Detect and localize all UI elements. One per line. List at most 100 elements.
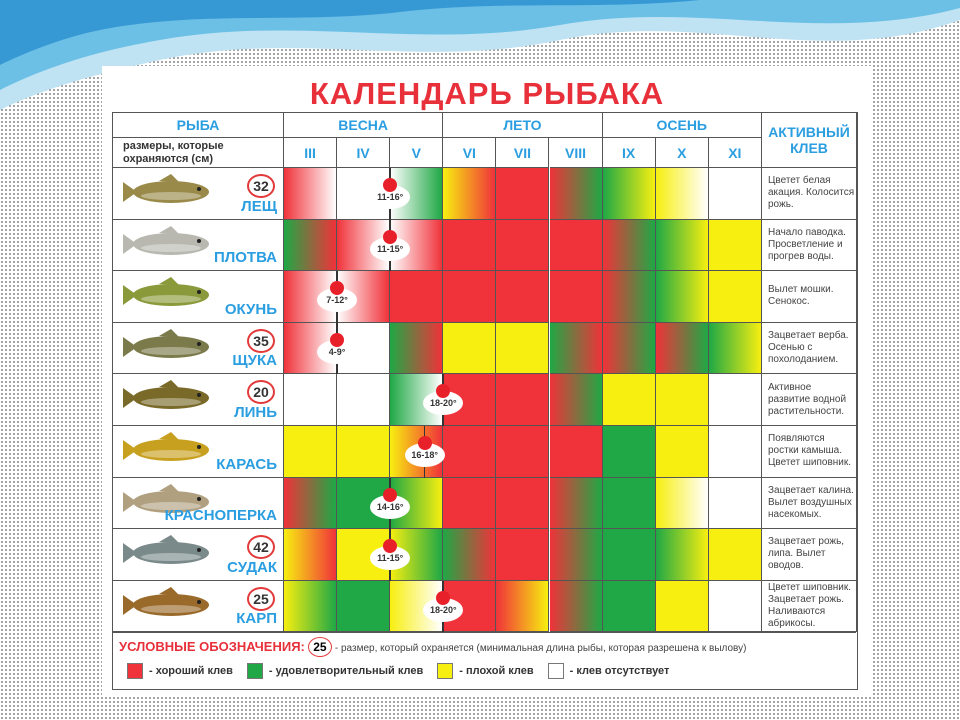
- bite-cell-X: [655, 529, 709, 581]
- active-bite-note: Начало паводка. Просветление и прогрев в…: [762, 219, 857, 272]
- bite-cell-VIII: [549, 168, 603, 220]
- size-badge: 25: [247, 586, 275, 611]
- bite-cell-VI: [443, 477, 497, 530]
- bite-cell-X: [655, 477, 709, 530]
- bite-cell-VI: [443, 322, 497, 375]
- bite-cell-XI: [708, 271, 762, 323]
- bite-cell-VII: [496, 271, 550, 323]
- bite-cell-III: [284, 168, 338, 220]
- fish-cell: КРАСНОПЕРКА: [113, 477, 284, 530]
- legend-swatch-g: [246, 663, 263, 679]
- spawn-dot: [383, 229, 398, 244]
- month-header: VIII: [549, 138, 603, 168]
- active-bite-note: Цветет белая акация. Колосится рожь.: [762, 168, 857, 220]
- spawn-dot: [417, 436, 432, 450]
- fishing-calendar-table: РЫБА размеры, которые охраняются (см) АК…: [112, 112, 858, 690]
- bite-cell-V: [390, 271, 444, 323]
- bite-cell-III: [284, 580, 338, 633]
- fish-name: ЩУКА: [232, 352, 277, 370]
- bite-cell-VIII: [549, 322, 603, 375]
- fish-icon: [123, 483, 209, 513]
- bite-cell-X: [655, 168, 709, 220]
- bite-cell-VIII: [549, 219, 603, 272]
- season-header: ОСЕНЬ: [602, 113, 762, 138]
- bite-cell-VI: [443, 529, 497, 581]
- bite-cell-XI: [708, 374, 762, 426]
- fish-name: КАРАСЬ: [216, 455, 277, 473]
- fish-name: КАРП: [236, 610, 277, 628]
- month-header: VII: [496, 138, 550, 168]
- bite-cell-X: [655, 219, 709, 272]
- bite-cell-VII: [496, 168, 550, 220]
- fish-icon: [123, 328, 209, 358]
- bite-cell-XI: [708, 426, 762, 478]
- spawn-dot: [436, 590, 451, 605]
- month-header: VI: [443, 138, 497, 168]
- fish-name: ОКУНЬ: [224, 300, 277, 318]
- bite-cell-III: [284, 374, 338, 426]
- active-bite-note: Зацветает верба. Осенью с похолоданием.: [762, 322, 857, 375]
- fish-name: ЛЕЩ: [241, 197, 277, 215]
- bite-cell-XI: [708, 529, 762, 581]
- bite-cell-IX: [602, 580, 656, 633]
- bite-cell-X: [655, 271, 709, 323]
- bite-cell-VII: [496, 529, 550, 581]
- bite-cell-XI: [708, 322, 762, 375]
- fish-cell: 42 СУДАК: [113, 529, 284, 581]
- bite-cell-VII: [496, 219, 550, 272]
- bite-cell-V: [390, 322, 444, 375]
- fish-cell: 32 ЛЕЩ: [113, 168, 284, 220]
- bite-cell-IX: [602, 322, 656, 375]
- bite-cell-VI: [443, 426, 497, 478]
- active-bite-note: Активное развитие водной растительности.: [762, 374, 857, 426]
- bite-cell-VI: [443, 271, 497, 323]
- fish-cell: ОКУНЬ: [113, 271, 284, 323]
- legend-label: - удовлетворительный клев: [268, 665, 424, 677]
- bite-cell-IX: [602, 529, 656, 581]
- legend-swatch-r: [127, 663, 143, 679]
- bite-cell-X: [655, 580, 709, 633]
- bite-cell-VIII: [549, 271, 603, 323]
- bite-cell-IV: [337, 426, 391, 478]
- spawn-dot: [330, 281, 345, 296]
- bite-cell-VII: [496, 426, 550, 478]
- spawn-dot: [383, 539, 398, 554]
- active-bite-note: Зацветает рожь, липа. Вылет оводов.: [762, 529, 857, 581]
- month-header: IV: [337, 138, 391, 168]
- size-badge: 42: [247, 535, 275, 560]
- legend-label: - клев отсутствует: [569, 665, 670, 677]
- fish-name: ЛИНЬ: [234, 403, 277, 421]
- bite-cell-IV: [337, 580, 391, 633]
- bite-cell-IX: [602, 168, 656, 220]
- bite-cell-III: [284, 529, 338, 581]
- bite-cell-XI: [708, 168, 762, 220]
- month-header: V: [390, 138, 444, 168]
- bite-cell-IX: [602, 271, 656, 323]
- bite-cell-VIII: [549, 529, 603, 581]
- bite-cell-VII: [496, 477, 550, 530]
- fish-name: ПЛОТВА: [213, 249, 277, 267]
- fish-icon: [123, 225, 209, 255]
- fish-icon: [123, 380, 209, 410]
- bite-cell-VI: [443, 219, 497, 272]
- spawn-dot: [383, 178, 398, 192]
- bite-cell-VIII: [549, 426, 603, 478]
- bite-cell-IX: [602, 374, 656, 426]
- legend-size-badge: 25: [307, 637, 332, 657]
- fish-icon: [123, 432, 209, 461]
- fish-cell: КАРАСЬ: [113, 426, 284, 478]
- fish-name: СУДАК: [227, 558, 277, 576]
- month-header: IX: [602, 138, 656, 168]
- month-header: X: [655, 138, 709, 168]
- size-badge: 20: [247, 380, 275, 405]
- bite-cell-X: [655, 374, 709, 426]
- legend-label: - хороший клев: [149, 665, 233, 677]
- bite-cell-IV: [337, 374, 391, 426]
- bite-cell-III: [284, 477, 338, 530]
- bite-cell-VII: [496, 322, 550, 375]
- size-badge: 32: [247, 174, 275, 198]
- legend-title: УСЛОВНЫЕ ОБОЗНАЧЕНИЯ:: [119, 639, 305, 655]
- fish-cell: 20 ЛИНЬ: [113, 374, 284, 426]
- header-sizes: размеры, которые охраняются (см): [113, 138, 284, 168]
- active-bite-note: Зацветает калина. Вылет воздушных насеко…: [762, 477, 857, 530]
